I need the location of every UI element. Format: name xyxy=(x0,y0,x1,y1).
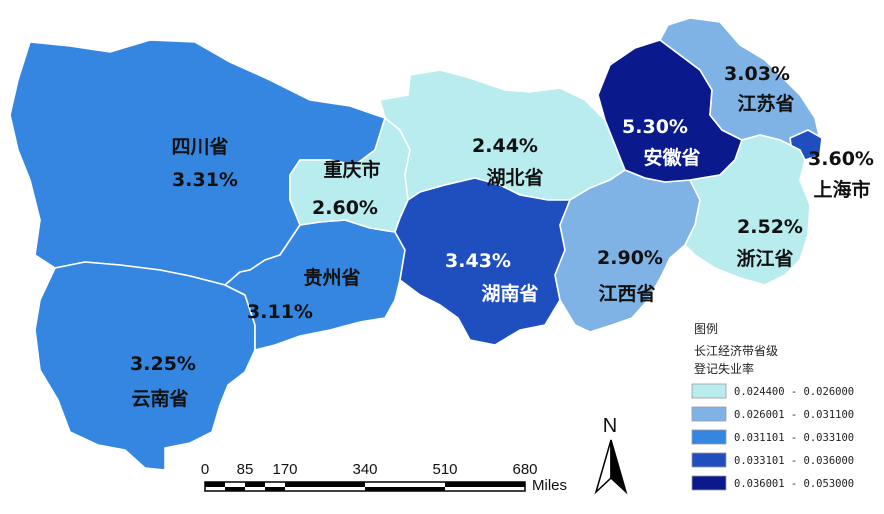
scale-tick-label: 0 xyxy=(201,461,209,478)
north-arrow-right-half xyxy=(610,439,628,495)
label-anhui-rate: 5.30% xyxy=(622,116,688,138)
legend-range-label: 0.026001 - 0.031100 xyxy=(734,409,854,421)
north-arrow-left-half xyxy=(594,439,612,495)
scale-unit: Miles xyxy=(532,477,567,494)
scale-bar-segment xyxy=(245,482,265,487)
legend-swatch xyxy=(691,406,727,422)
province-zhejiang xyxy=(684,134,811,286)
legend-range-label: 0.024400 - 0.026000 xyxy=(734,386,854,398)
legend-swatch xyxy=(691,429,727,445)
scale-bar-segment xyxy=(225,487,245,491)
label-hunan-rate: 3.43% xyxy=(445,250,511,272)
label-chongqing-name: 重庆市 xyxy=(323,158,380,181)
legend-range-label: 0.036001 - 0.053000 xyxy=(734,478,854,490)
label-jiangsu-name: 江苏省 xyxy=(737,92,794,115)
label-zhejiang-rate: 2.52% xyxy=(737,216,803,238)
label-jiangxi-name: 江西省 xyxy=(598,283,655,305)
legend-subtitle-line2: 登记失业率 xyxy=(694,361,754,376)
north-label: N xyxy=(603,415,617,437)
scale-tick-label: 85 xyxy=(237,461,254,478)
label-anhui-name: 安徽省 xyxy=(643,146,700,169)
label-jiangsu-rate: 3.03% xyxy=(724,63,790,85)
scale-tick-label: 680 xyxy=(512,461,537,478)
scale-bar-segment xyxy=(205,482,225,487)
scale-bar-segment xyxy=(265,487,285,491)
scale-bar-segment xyxy=(285,482,365,487)
label-zhejiang-name: 浙江省 xyxy=(736,247,793,270)
province-yunnan xyxy=(34,261,256,471)
scale-bar-segment xyxy=(445,482,525,487)
legend-swatch xyxy=(691,475,727,491)
label-guizhou-rate: 3.11% xyxy=(247,301,313,323)
scale-tick-label: 340 xyxy=(352,461,377,478)
label-jiangxi-rate: 2.90% xyxy=(597,247,663,269)
north-arrow-icon: N xyxy=(594,415,628,495)
legend-subtitle-line1: 长江经济带省级 xyxy=(694,343,778,358)
label-chongqing-rate: 2.60% xyxy=(312,197,378,219)
label-yunnan-rate: 3.25% xyxy=(130,353,196,375)
label-hubei-name: 湖北省 xyxy=(486,167,543,189)
label-sichuan-name: 四川省 xyxy=(171,136,228,158)
label-shanghai-name: 上海市 xyxy=(813,178,870,201)
label-shanghai-rate: 3.60% xyxy=(808,148,874,170)
scale-tick-label: 510 xyxy=(432,461,457,478)
label-yunnan-name: 云南省 xyxy=(131,388,188,410)
label-hubei-rate: 2.44% xyxy=(472,135,538,157)
scale-bar-segment xyxy=(365,487,445,491)
legend-title: 图例 xyxy=(694,322,718,336)
province-jiangsu xyxy=(659,17,821,151)
legend-swatch xyxy=(691,383,727,399)
label-guizhou-name: 贵州省 xyxy=(303,267,360,289)
label-hunan-name: 湖南省 xyxy=(481,283,538,305)
scale-tick-label: 170 xyxy=(272,461,297,478)
legend-range-label: 0.031101 - 0.033100 xyxy=(734,432,854,444)
scale-bar: 0 85 170 340 510 680 Miles xyxy=(201,461,567,494)
legend: 图例 长江经济带省级 登记失业率 0.024400 - 0.026000 0.02… xyxy=(691,322,854,491)
legend-range-label: 0.033101 - 0.036000 xyxy=(734,455,854,467)
province-hunan xyxy=(394,177,571,346)
label-sichuan-rate: 3.31% xyxy=(172,169,238,191)
legend-swatch xyxy=(691,452,727,468)
